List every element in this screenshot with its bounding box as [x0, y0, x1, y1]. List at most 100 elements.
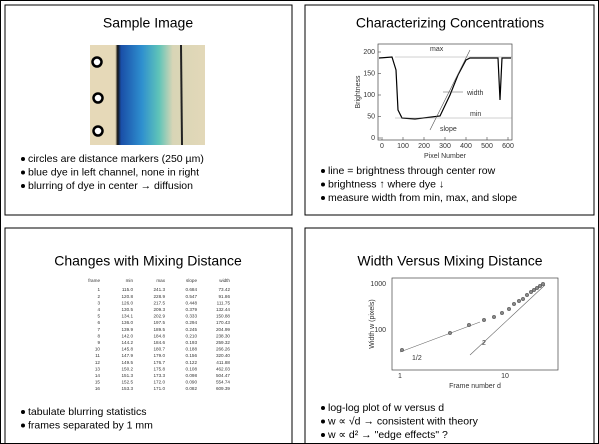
bullet-text: blurring of dye in center → diffusion	[28, 180, 193, 192]
table-cell: 0.547	[186, 294, 198, 299]
table-cell: 209.3	[154, 307, 166, 312]
table-cell: 554.74	[216, 380, 230, 385]
table-header: max	[156, 278, 165, 283]
table-cell: 111.75	[217, 300, 231, 305]
bullet-text: w ∝ √d → consistent with theory	[327, 415, 479, 427]
slides: Sample Image Characterizing Concentratio…	[0, 0, 599, 444]
table-cell: 145.8	[122, 347, 134, 352]
table-cell: 8	[97, 333, 100, 338]
table-cell: 204.99	[216, 327, 230, 332]
table-cell: 5	[97, 314, 100, 319]
table-header: slope	[186, 278, 197, 283]
bullet-text: w ∝ d² → "edge effects" ?	[327, 429, 448, 441]
table-cell: 0.684	[186, 287, 198, 292]
panel-title: Width Versus Mixing Distance	[357, 253, 542, 269]
table-cell: 609.39	[216, 386, 230, 391]
sample-image	[90, 45, 205, 145]
bullet-dot	[21, 171, 25, 175]
bullet-dot	[321, 420, 325, 424]
table-cell: 462.03	[216, 366, 230, 371]
table-cell: 13	[95, 366, 101, 371]
x-tick-label: 400	[460, 143, 472, 150]
panel-title: Changes with Mixing Distance	[54, 253, 242, 269]
table-cell: 3	[97, 300, 100, 305]
table-cell: 180.7	[154, 347, 166, 352]
x-tick-label: 100	[397, 143, 409, 150]
table-cell: 0.294	[186, 320, 198, 325]
table-cell: 139.9	[122, 327, 134, 332]
bullet-dot	[21, 157, 25, 161]
table-cell: 0.098	[186, 373, 198, 378]
bullet-text: measure width from min, max, and slope	[328, 192, 517, 204]
y-tick-label: 1000	[370, 281, 386, 288]
y-axis-label: Width w (pixels)	[369, 299, 376, 348]
table-cell: 197.5	[154, 320, 166, 325]
panel-title: Characterizing Concentrations	[356, 15, 544, 31]
table-cell: 172.0	[154, 380, 166, 385]
bullet-dot	[21, 410, 25, 414]
table-cell: 0.448	[186, 300, 198, 305]
y-tick-label: 100	[374, 327, 386, 334]
x-tick-label: 300	[439, 143, 451, 150]
table-cell: 4	[97, 307, 100, 312]
x-tick-label: 0	[380, 143, 384, 150]
table-cell: 189.5	[154, 327, 166, 332]
table-cell: 120.8	[122, 294, 134, 299]
table-cell: 2	[97, 294, 100, 299]
table-cell: 153.3	[122, 386, 134, 391]
annotation: 2	[482, 340, 486, 347]
bullet-text: brightness ↑ where dye ↓	[328, 178, 444, 190]
table-cell: 147.9	[122, 353, 134, 358]
bullet-text: frames separated by 1 mm	[28, 419, 153, 431]
x-tick-label: 500	[481, 143, 493, 150]
table-cell: 259.32	[216, 340, 230, 345]
table-cell: 136.0	[122, 320, 134, 325]
table-cell: 149.5	[122, 360, 134, 365]
table-cell: 176.7	[154, 360, 166, 365]
table-cell: 134.1	[122, 314, 134, 319]
y-tick-label: 0	[371, 135, 375, 142]
x-axis-label: Pixel Number	[424, 153, 467, 160]
bullet-dot	[321, 169, 325, 173]
table-cell: 228.9	[154, 294, 166, 299]
table-header: width	[219, 278, 230, 283]
table-cell: 0.379	[186, 307, 198, 312]
panel-title: Sample Image	[103, 15, 193, 31]
table-cell: 179.0	[154, 353, 166, 358]
table-cell: 132.44	[216, 307, 230, 312]
bullet-text: log-log plot of w versus d	[328, 402, 444, 414]
table-cell: 91.86	[219, 294, 231, 299]
table-cell: 0.090	[186, 380, 198, 385]
table-cell: 170.43	[216, 320, 230, 325]
bullet-text: line = brightness through center row	[328, 165, 496, 177]
table-cell: 152.5	[122, 380, 134, 385]
table-cell: 10	[95, 347, 101, 352]
table-cell: 144.2	[122, 340, 134, 345]
table-cell: 171.0	[154, 386, 166, 391]
table-cell: 126.0	[122, 300, 134, 305]
bullet-dot	[321, 196, 325, 200]
bullet-dot	[21, 184, 25, 188]
table-cell: 130.5	[122, 307, 134, 312]
table-cell: 73.42	[219, 287, 231, 292]
table-cell: 202.9	[154, 314, 166, 319]
table-cell: 238.30	[216, 333, 230, 338]
table-cell: 266.26	[216, 347, 230, 352]
table-cell: 16	[95, 386, 101, 391]
table-cell: 7	[97, 327, 100, 332]
x-axis-label: Frame number d	[449, 383, 501, 390]
bullet-text: circles are distance markers (250 µm)	[28, 153, 204, 165]
y-tick-label: 200	[363, 49, 375, 56]
table-header: frame	[88, 278, 100, 283]
table-cell: 150.2	[122, 366, 134, 371]
table-cell: 151.3	[122, 373, 134, 378]
table-cell: 320.40	[216, 353, 230, 358]
table-cell: 0.188	[186, 347, 198, 352]
table-cell: 0.210	[186, 333, 198, 338]
table-cell: 411.88	[216, 360, 230, 365]
table-cell: 0.122	[186, 360, 198, 365]
annotation: width	[466, 90, 483, 97]
annotation: min	[470, 111, 481, 118]
table-cell: 504.47	[216, 373, 230, 378]
table-cell: 0.245	[186, 327, 198, 332]
